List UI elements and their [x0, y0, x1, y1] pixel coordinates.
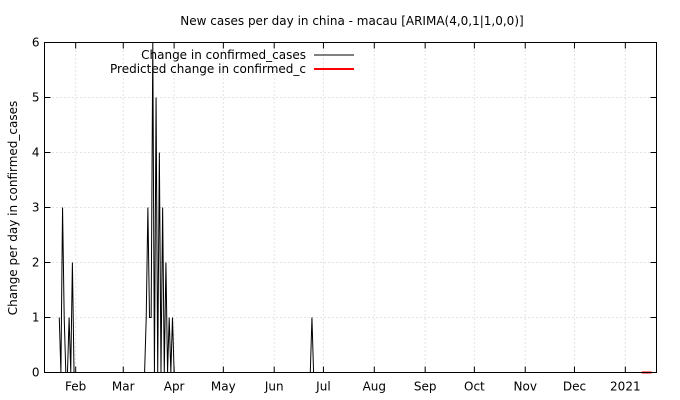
series-layer: [58, 42, 652, 374]
x-tick-label-2: Apr: [164, 380, 185, 394]
x-tick-label-7: Sep: [414, 380, 437, 394]
legend-label-1: Predicted change in confirmed_c: [110, 62, 306, 76]
y-tick-label-2: 2: [32, 256, 40, 270]
x-tick-label-5: Jul: [315, 380, 330, 394]
chart-title: New cases per day in china - macau [ARIM…: [180, 14, 523, 28]
x-tick-label-8: Oct: [464, 380, 485, 394]
x-tick-label-3: May: [211, 380, 236, 394]
y-tick-label-4: 4: [32, 146, 40, 160]
y-tick-label-0: 0: [32, 366, 40, 380]
y-tick-label-3: 3: [32, 201, 40, 215]
legend-label-0: Change in confirmed_cases: [141, 48, 306, 62]
y-tick-label-6: 6: [32, 36, 40, 50]
x-tick-label-9: Nov: [514, 380, 537, 394]
x-tick-label-0: Feb: [65, 380, 86, 394]
ticks: 0 1 2 3 4 5 6 Feb Mar Apr May Jun Jul Aug Sep Oct Nov Dec…: [32, 36, 657, 394]
x-tick-label-10: Dec: [563, 380, 586, 394]
x-tick-label-4: Jun: [264, 380, 284, 394]
x-tick-label-1: Mar: [112, 380, 135, 394]
x-tick-label-11: 2021: [610, 380, 641, 394]
legend: Change in confirmed_cases Predicted chan…: [110, 48, 354, 76]
y-tick-label-5: 5: [32, 91, 40, 105]
series-line-0: [58, 42, 641, 373]
y-tick-label-1: 1: [32, 311, 40, 325]
y-axis-label: Change per day in confirmed_cases: [6, 101, 20, 316]
x-tick-label-6: Aug: [363, 380, 386, 394]
grid: [44, 42, 657, 373]
